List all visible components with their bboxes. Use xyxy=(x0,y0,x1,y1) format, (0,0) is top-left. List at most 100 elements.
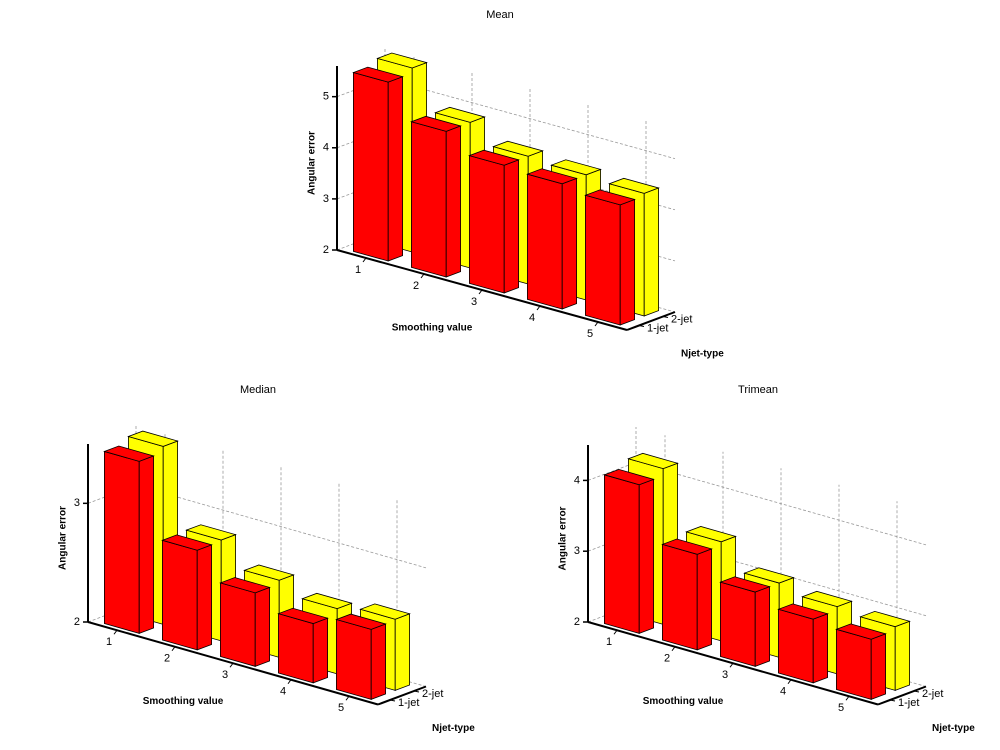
bar-face xyxy=(526,168,578,185)
y-tick-label: 2-jet xyxy=(422,688,443,700)
bar xyxy=(603,468,655,634)
x-tick xyxy=(345,695,350,701)
y-tick xyxy=(889,699,896,702)
z-tick-label: 5 xyxy=(323,91,329,103)
x-tick xyxy=(420,273,425,279)
x-tick xyxy=(229,662,234,668)
x-tick-label: 5 xyxy=(338,702,344,714)
bar-face xyxy=(662,543,698,651)
bar-face xyxy=(138,455,155,634)
bar-face xyxy=(643,187,659,317)
bar-face xyxy=(527,173,563,310)
bar xyxy=(777,603,829,684)
bar-face xyxy=(445,125,462,278)
bar xyxy=(719,576,771,667)
x-axis-label: Smoothing value xyxy=(392,323,473,334)
bar-face xyxy=(468,149,520,166)
x-tick-label: 5 xyxy=(587,328,593,340)
bar-face xyxy=(550,159,602,176)
y-axis-label: Njet-type xyxy=(932,723,975,734)
x-tick xyxy=(613,629,618,635)
x-tick xyxy=(845,695,850,701)
x-tick-label: 2 xyxy=(664,653,670,665)
y-axis xyxy=(626,311,676,331)
bar-face xyxy=(627,452,679,470)
z-axis-label: Angular error xyxy=(558,506,569,570)
bar xyxy=(584,189,636,326)
bar-face xyxy=(836,628,872,700)
bar-face xyxy=(359,603,411,620)
bar-face xyxy=(104,450,140,634)
bar-face xyxy=(161,539,198,651)
bar xyxy=(219,577,271,667)
bar-face xyxy=(870,633,886,700)
bar-face xyxy=(561,177,577,310)
bar-face xyxy=(835,623,887,640)
x-tick xyxy=(536,305,541,311)
bar-face xyxy=(696,548,712,651)
x-tick xyxy=(671,646,676,652)
y-tick-label: 1-jet xyxy=(398,697,419,709)
bar-face xyxy=(492,140,544,157)
bar xyxy=(335,613,387,700)
bar xyxy=(468,149,520,294)
bar-face xyxy=(434,106,486,123)
bar-face xyxy=(720,581,756,667)
bar xyxy=(277,607,329,684)
bar xyxy=(661,538,713,651)
y-tick xyxy=(413,690,420,693)
y-tick xyxy=(662,316,669,318)
x-tick xyxy=(594,321,599,327)
x-tick-label: 2 xyxy=(413,280,419,292)
y-tick xyxy=(389,699,396,702)
bar xyxy=(410,115,462,278)
bar xyxy=(161,534,213,651)
bar-face xyxy=(777,603,829,620)
bar xyxy=(835,623,887,700)
y-tick-label: 2-jet xyxy=(922,688,943,700)
x-tick xyxy=(287,679,292,685)
bar-face xyxy=(754,586,770,667)
bar-face xyxy=(608,177,660,194)
bar-face xyxy=(778,608,814,684)
x-tick xyxy=(171,646,176,652)
bar xyxy=(352,66,404,262)
bar-face xyxy=(335,613,387,630)
bar-face xyxy=(859,610,911,628)
bar-face xyxy=(103,445,155,462)
bar-face xyxy=(335,618,372,700)
bar-face xyxy=(603,468,655,486)
y-tick xyxy=(638,325,645,327)
x-axis-label: Smoothing value xyxy=(143,696,224,707)
x-tick-label: 4 xyxy=(780,686,786,698)
x-tick-label: 4 xyxy=(280,686,286,698)
bar-face xyxy=(638,478,654,634)
bar-face xyxy=(370,623,387,700)
x-tick-label: 4 xyxy=(529,312,535,324)
bar-face xyxy=(301,592,353,610)
bar-face xyxy=(127,430,179,447)
bar-face xyxy=(312,617,329,684)
y-tick-label: 2-jet xyxy=(671,313,692,325)
y-tick-label: 1-jet xyxy=(647,322,668,334)
y-axis-label: Njet-type xyxy=(681,349,724,360)
x-tick xyxy=(478,289,483,295)
y-tick-label: 1-jet xyxy=(898,697,919,709)
z-tick-label: 4 xyxy=(574,474,580,486)
bar-face xyxy=(685,526,737,543)
bar xyxy=(526,168,578,310)
bar-face xyxy=(743,567,795,584)
bar-face xyxy=(352,66,404,83)
bar xyxy=(103,445,155,634)
z-tick-label: 2 xyxy=(74,616,80,628)
bar-face xyxy=(801,590,853,608)
bar-face xyxy=(376,52,428,69)
x-tick xyxy=(787,679,792,685)
z-tick-label: 3 xyxy=(574,545,580,557)
x-tick xyxy=(113,629,118,635)
x-tick-label: 3 xyxy=(471,296,477,308)
